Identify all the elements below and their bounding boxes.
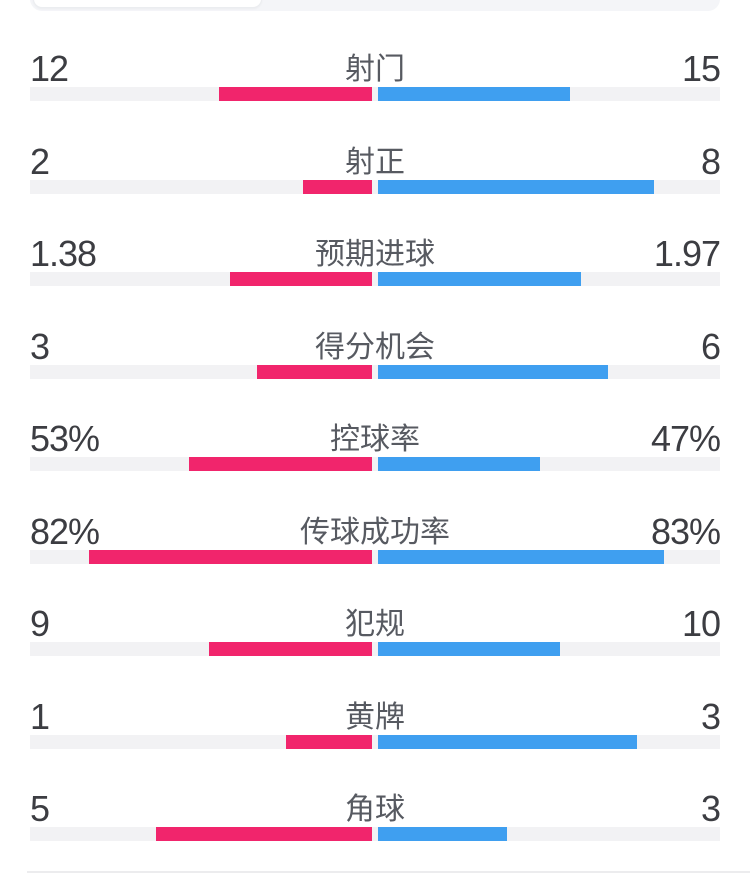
stat-row: 12 射门 15 xyxy=(0,50,750,143)
home-bar xyxy=(229,272,372,286)
away-bar xyxy=(378,179,654,194)
away-bar xyxy=(378,642,560,656)
home-value: 1.38 xyxy=(30,233,97,274)
home-value: 2 xyxy=(30,140,50,182)
stat-row: 9 犯规 10 xyxy=(0,605,750,698)
stat-row: 1 黄牌 3 xyxy=(0,698,750,791)
bar-track xyxy=(30,179,720,194)
home-bar xyxy=(303,179,372,194)
away-bar xyxy=(378,549,665,564)
stat-label: 预期进球 xyxy=(315,238,435,271)
stat-row: 3 得分机会 6 xyxy=(0,328,750,421)
stat-label: 得分机会 xyxy=(315,330,435,364)
away-bar xyxy=(378,87,570,101)
home-value: 5 xyxy=(30,788,50,829)
stat-row-header: 3 得分机会 6 xyxy=(0,328,750,365)
away-value: 10 xyxy=(681,603,721,644)
stats-list: 12 射门 15 2 射正 8 1.38 预期进球 1.97 xyxy=(0,50,750,882)
home-value: 1 xyxy=(30,695,50,737)
bar-track xyxy=(30,457,720,471)
home-value: 3 xyxy=(30,325,50,367)
stat-label: 角球 xyxy=(345,793,405,826)
stat-row-header: 1 黄牌 3 xyxy=(0,698,750,735)
away-bar xyxy=(378,364,608,379)
stat-row-header: 9 犯规 10 xyxy=(0,605,750,642)
bottom-divider xyxy=(27,871,750,873)
away-value: 3 xyxy=(700,788,721,829)
away-value: 8 xyxy=(700,140,721,182)
stat-label: 传球成功率 xyxy=(300,515,450,549)
home-bar xyxy=(189,457,372,471)
stat-label: 控球率 xyxy=(330,423,420,456)
stat-row: 1.38 预期进球 1.97 xyxy=(0,235,750,328)
home-bar xyxy=(285,734,372,749)
home-value: 9 xyxy=(30,603,50,644)
stat-label: 射正 xyxy=(345,145,405,179)
stat-row-header: 82% 传球成功率 83% xyxy=(0,513,750,550)
bar-track xyxy=(30,87,720,101)
tab-bar xyxy=(30,0,720,11)
stat-row-header: 1.38 预期进球 1.97 xyxy=(0,235,750,272)
stat-row: 82% 传球成功率 83% xyxy=(0,513,750,606)
away-value: 1.97 xyxy=(653,233,721,274)
away-bar xyxy=(378,827,508,841)
bar-track xyxy=(30,549,720,564)
stat-row-header: 12 射门 15 xyxy=(0,50,750,87)
away-value: 6 xyxy=(700,325,721,367)
stat-row-header: 53% 控球率 47% xyxy=(0,420,750,457)
stat-row-header: 2 射正 8 xyxy=(0,143,750,180)
away-bar xyxy=(378,457,541,471)
away-value: 83% xyxy=(650,510,721,552)
home-bar xyxy=(218,87,372,101)
stat-label: 黄牌 xyxy=(345,700,405,734)
away-bar xyxy=(378,734,637,749)
stat-label: 射门 xyxy=(345,53,405,86)
stat-row: 5 角球 3 xyxy=(0,790,750,882)
bar-track xyxy=(30,827,720,841)
bar-track xyxy=(30,272,720,286)
away-value: 3 xyxy=(700,695,721,737)
stat-row: 53% 控球率 47% xyxy=(0,420,750,513)
bar-track xyxy=(30,642,720,656)
bar-track xyxy=(30,364,720,379)
bar-track xyxy=(30,734,720,749)
home-value: 12 xyxy=(30,48,69,89)
stat-row-header: 5 角球 3 xyxy=(0,790,750,827)
home-bar xyxy=(257,364,372,379)
home-bar xyxy=(156,827,372,841)
home-value: 82% xyxy=(30,510,100,552)
away-value: 47% xyxy=(650,418,721,459)
home-bar xyxy=(208,642,372,656)
away-bar xyxy=(378,272,581,286)
home-value: 53% xyxy=(30,418,100,459)
selected-tab[interactable] xyxy=(33,0,262,8)
stat-label: 犯规 xyxy=(345,608,405,641)
away-value: 15 xyxy=(681,48,721,89)
stat-row: 2 射正 8 xyxy=(0,143,750,236)
home-bar xyxy=(89,549,372,564)
